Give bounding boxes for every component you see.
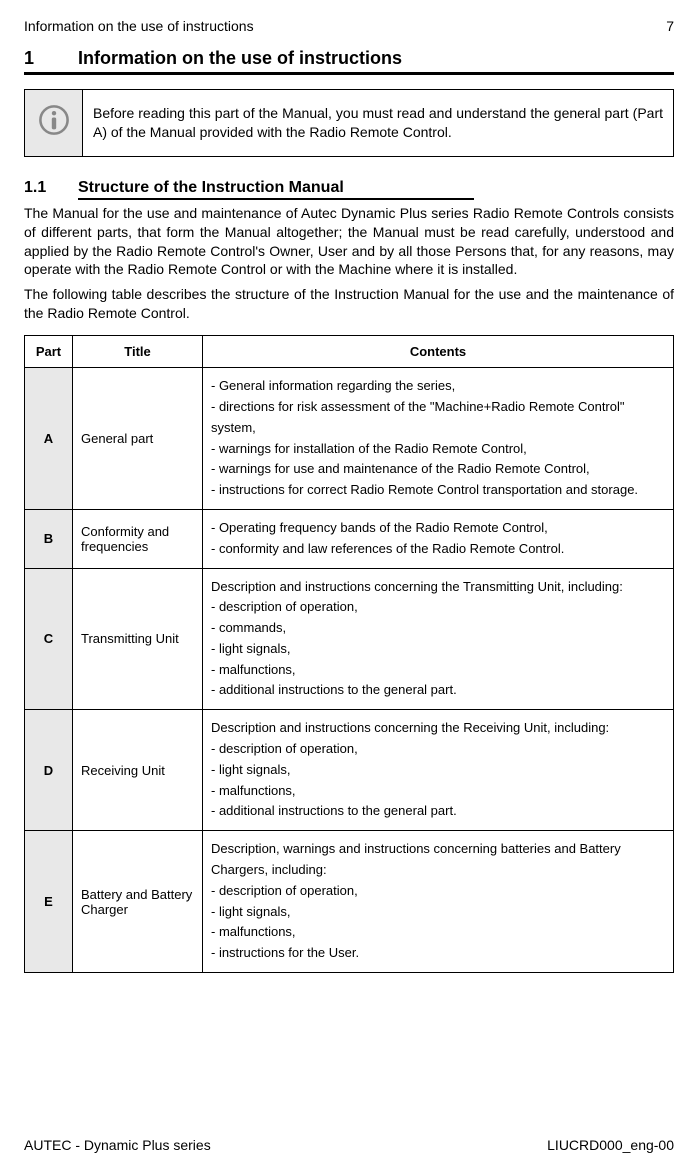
section-1-1-number: 1.1 bbox=[24, 179, 78, 197]
footer-left: AUTEC - Dynamic Plus series bbox=[24, 1137, 211, 1153]
section-1-number: 1 bbox=[24, 48, 78, 69]
section-1-heading: 1 Information on the use of instructions bbox=[24, 48, 674, 75]
page-footer: AUTEC - Dynamic Plus series LIUCRD000_en… bbox=[24, 1119, 674, 1153]
table-cell-part: B bbox=[25, 509, 73, 568]
table-cell-title: General part bbox=[73, 368, 203, 510]
table-cell-title: Receiving Unit bbox=[73, 710, 203, 831]
info-callout: Before reading this part of the Manual, … bbox=[24, 89, 674, 157]
running-title: Information on the use of instructions bbox=[24, 18, 254, 34]
table-row: EBattery and Battery ChargerDescription,… bbox=[25, 831, 674, 973]
intro-paragraph-2: The following table describes the struct… bbox=[24, 285, 674, 323]
table-cell-part: D bbox=[25, 710, 73, 831]
intro-paragraph-1: The Manual for the use and maintenance o… bbox=[24, 204, 674, 280]
table-cell-part: C bbox=[25, 568, 73, 710]
col-header-title: Title bbox=[73, 336, 203, 368]
table-row: CTransmitting UnitDescription and instru… bbox=[25, 568, 674, 710]
col-header-part: Part bbox=[25, 336, 73, 368]
running-header: Information on the use of instructions 7 bbox=[24, 18, 674, 34]
table-row: DReceiving UnitDescription and instructi… bbox=[25, 710, 674, 831]
table-cell-title: Conformity and frequencies bbox=[73, 509, 203, 568]
table-row: BConformity and frequencies- Operating f… bbox=[25, 509, 674, 568]
section-1-1-heading: 1.1 Structure of the Instruction Manual bbox=[24, 179, 674, 200]
page-number: 7 bbox=[666, 18, 674, 34]
table-cell-title: Battery and Battery Charger bbox=[73, 831, 203, 973]
table-cell-part: E bbox=[25, 831, 73, 973]
table-cell-contents: - Operating frequency bands of the Radio… bbox=[203, 509, 674, 568]
section-1-1-title: Structure of the Instruction Manual bbox=[78, 179, 474, 200]
table-cell-contents: Description and instructions concerning … bbox=[203, 568, 674, 710]
col-header-contents: Contents bbox=[203, 336, 674, 368]
table-cell-part: A bbox=[25, 368, 73, 510]
info-callout-text: Before reading this part of the Manual, … bbox=[83, 90, 673, 156]
table-cell-title: Transmitting Unit bbox=[73, 568, 203, 710]
section-1-title: Information on the use of instructions bbox=[78, 48, 402, 69]
info-icon-cell bbox=[25, 90, 83, 156]
table-cell-contents: Description and instructions concerning … bbox=[203, 710, 674, 831]
table-row: AGeneral part- General information regar… bbox=[25, 368, 674, 510]
footer-right: LIUCRD000_eng-00 bbox=[547, 1137, 674, 1153]
table-header-row: Part Title Contents bbox=[25, 336, 674, 368]
info-icon bbox=[37, 103, 71, 142]
table-cell-contents: - General information regarding the seri… bbox=[203, 368, 674, 510]
table-cell-contents: Description, warnings and instructions c… bbox=[203, 831, 674, 973]
manual-structure-table: Part Title Contents AGeneral part- Gener… bbox=[24, 335, 674, 973]
